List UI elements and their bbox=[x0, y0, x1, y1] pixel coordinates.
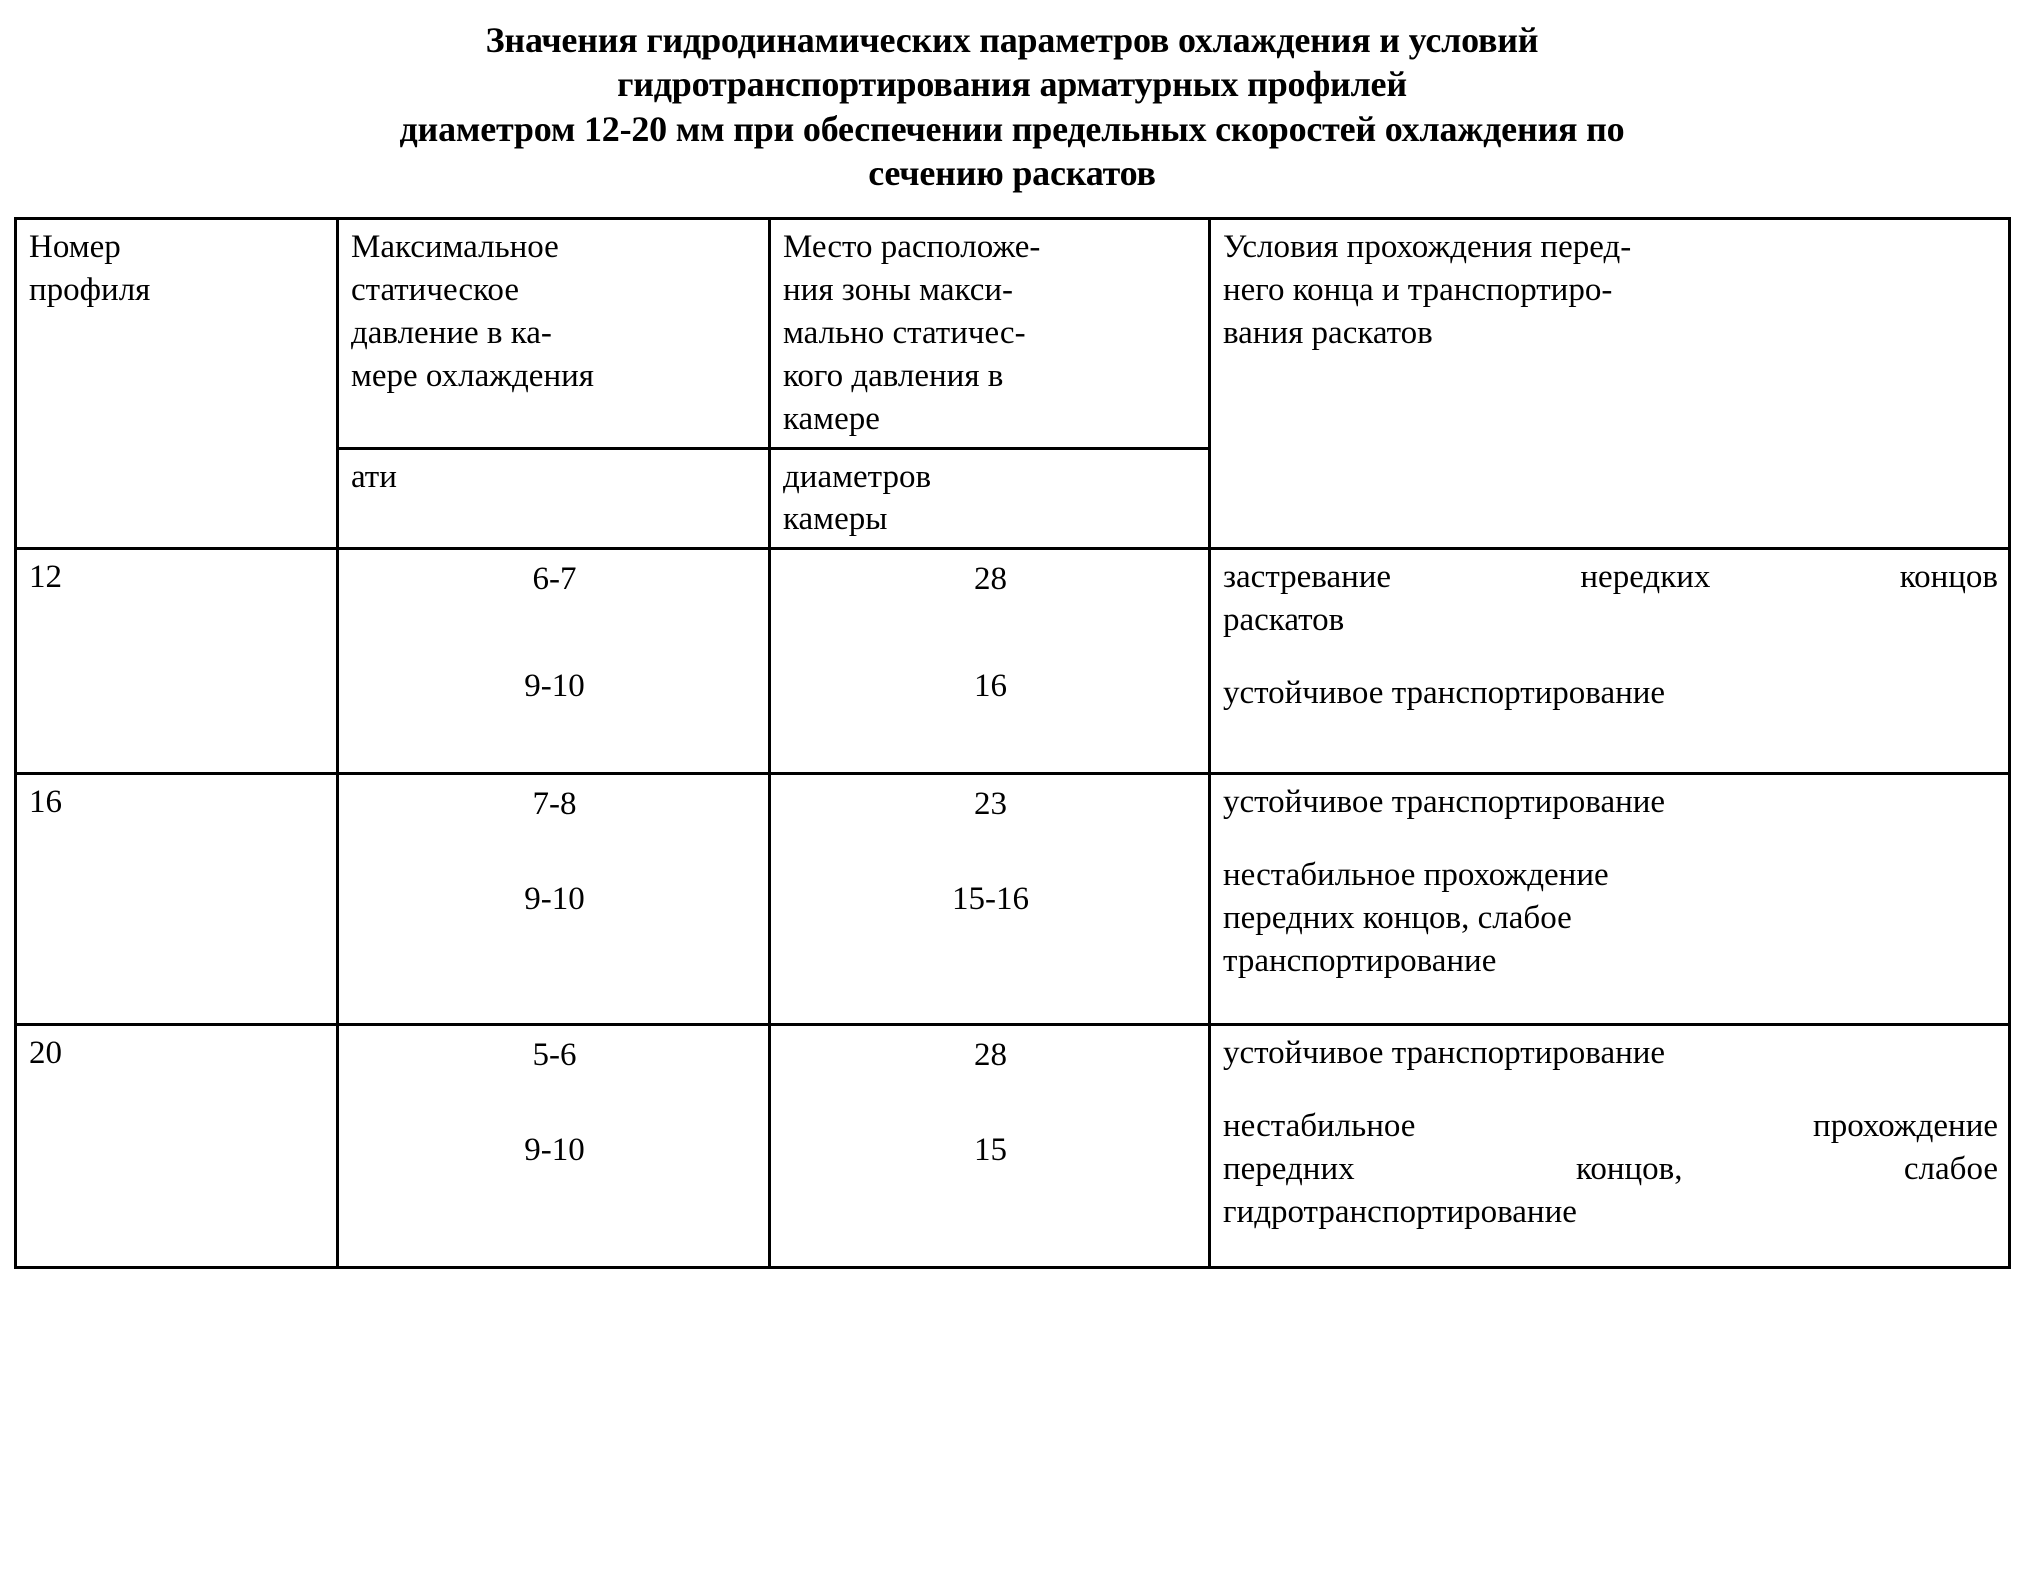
header-passage-conditions-line-3: вания раскатов bbox=[1223, 312, 1998, 355]
header-zone-location-line-5: камере bbox=[783, 398, 1198, 441]
row-pressure-bottom: 9-10 bbox=[351, 665, 758, 708]
row-place-gap bbox=[783, 601, 1198, 665]
header-passage-conditions-line-1: Условия прохождения перед- bbox=[1223, 226, 1998, 269]
row-pressure-top: 7-8 bbox=[351, 781, 758, 826]
row-pressure-bottom: 9-10 bbox=[351, 1129, 758, 1172]
row-place: 28 15 bbox=[770, 1025, 1210, 1268]
row-pressure-gap bbox=[351, 601, 758, 665]
row-place-top: 28 bbox=[783, 1032, 1198, 1077]
parameters-table: Номер профиля Максимальное статическое д… bbox=[14, 217, 2011, 1269]
row-profile-number: 12 bbox=[16, 549, 338, 774]
table-container: Номер профиля Максимальное статическое д… bbox=[14, 217, 2010, 1269]
table-row: 12 6-7 9-10 28 16 застревание нередких к… bbox=[16, 549, 2010, 774]
header-zone-location-line-4: кого давления в bbox=[783, 355, 1198, 398]
row-condition-bottom-line-3: транспортирование bbox=[1223, 940, 1998, 983]
row-condition-top-line-1: застревание нередких концов bbox=[1223, 556, 1998, 599]
row-condition-top-line-1: устойчивое транспортирование bbox=[1223, 1032, 1998, 1075]
row-condition: устойчивое транспортирование нестабильно… bbox=[1210, 1025, 2010, 1268]
document-page: Значения гидродинамических параметров ох… bbox=[0, 0, 2024, 1580]
row-place-bottom: 16 bbox=[783, 665, 1198, 708]
header-profile-number: Номер профиля bbox=[16, 219, 338, 549]
row-place-top: 28 bbox=[783, 556, 1198, 601]
page-title: Значения гидродинамических параметров ох… bbox=[0, 0, 2024, 195]
row-pressure: 7-8 9-10 bbox=[338, 774, 770, 1025]
row-place-top: 23 bbox=[783, 781, 1198, 826]
header-unit-chamber-diameters-line-2: камеры bbox=[783, 498, 1198, 541]
row-condition-gap bbox=[1223, 642, 1998, 672]
row-pressure-top: 5-6 bbox=[351, 1032, 758, 1077]
row-condition-bottom-line-1: нестабильное прохождение bbox=[1223, 1105, 1998, 1148]
title-line-3: диаметром 12-20 мм при обеспечении преде… bbox=[24, 107, 2000, 151]
header-max-pressure-line-1: Максимальное bbox=[351, 226, 758, 269]
row-place-gap bbox=[783, 826, 1198, 878]
row-condition-top-line-2: раскатов bbox=[1223, 599, 1998, 642]
row-condition: устойчивое транспортирование нестабильно… bbox=[1210, 774, 2010, 1025]
row-place: 23 15-16 bbox=[770, 774, 1210, 1025]
row-pressure-gap bbox=[351, 1077, 758, 1129]
header-max-pressure-line-2: статическое bbox=[351, 269, 758, 312]
row-condition-gap bbox=[1223, 824, 1998, 854]
title-line-4: сечению раскатов bbox=[24, 151, 2000, 195]
header-zone-location-line-3: мально статичес- bbox=[783, 312, 1198, 355]
header-max-pressure-line-3: давление в ка- bbox=[351, 312, 758, 355]
row-pressure-gap bbox=[351, 826, 758, 878]
header-unit-ati: ати bbox=[338, 448, 770, 549]
header-passage-conditions: Условия прохождения перед- него конца и … bbox=[1210, 219, 2010, 549]
header-unit-chamber-diameters: диаметров камеры bbox=[770, 448, 1210, 549]
row-condition-top-line-1: устойчивое транспортирование bbox=[1223, 781, 1998, 824]
header-passage-conditions-line-2: него конца и транспортиро- bbox=[1223, 269, 1998, 312]
row-condition-bottom-line-3: гидротранспортирование bbox=[1223, 1191, 1998, 1234]
row-condition-bottom-line-1: нестабильное прохождение bbox=[1223, 854, 1998, 897]
header-zone-location: Место расположе- ния зоны макси- мально … bbox=[770, 219, 1210, 448]
row-place: 28 16 bbox=[770, 549, 1210, 774]
header-max-pressure: Максимальное статическое давление в ка- … bbox=[338, 219, 770, 448]
row-pressure-top: 6-7 bbox=[351, 556, 758, 601]
row-pressure: 5-6 9-10 bbox=[338, 1025, 770, 1268]
row-condition: застревание нередких концов раскатов уст… bbox=[1210, 549, 2010, 774]
row-pressure-bottom: 9-10 bbox=[351, 878, 758, 921]
row-place-gap bbox=[783, 1077, 1198, 1129]
row-condition-bottom-line-1: устойчивое транспортирование bbox=[1223, 672, 1998, 715]
header-unit-chamber-diameters-line-1: диаметров bbox=[783, 456, 1198, 499]
row-profile-number: 20 bbox=[16, 1025, 338, 1268]
row-condition-gap bbox=[1223, 1075, 1998, 1105]
table-header-row: Номер профиля Максимальное статическое д… bbox=[16, 219, 2010, 448]
row-condition-bottom-line-2: передних концов, слабое bbox=[1223, 1148, 1998, 1191]
table-row: 20 5-6 9-10 28 15 устойчивое транспортир… bbox=[16, 1025, 2010, 1268]
header-zone-location-line-1: Место расположе- bbox=[783, 226, 1198, 269]
row-place-bottom: 15 bbox=[783, 1129, 1198, 1172]
table-row: 16 7-8 9-10 23 15-16 устойчивое транспор… bbox=[16, 774, 2010, 1025]
title-line-1: Значения гидродинамических параметров ох… bbox=[24, 18, 2000, 62]
row-profile-number: 16 bbox=[16, 774, 338, 1025]
header-max-pressure-line-4: мере охлаждения bbox=[351, 355, 758, 398]
title-line-2: гидротранспортирования арматурных профил… bbox=[24, 62, 2000, 106]
row-pressure: 6-7 9-10 bbox=[338, 549, 770, 774]
header-profile-number-line-2: профиля bbox=[29, 269, 326, 312]
header-profile-number-line-1: Номер bbox=[29, 226, 326, 269]
header-zone-location-line-2: ния зоны макси- bbox=[783, 269, 1198, 312]
row-place-bottom: 15-16 bbox=[783, 878, 1198, 921]
header-unit-ati-text: ати bbox=[351, 456, 758, 499]
row-condition-bottom-line-2: передних концов, слабое bbox=[1223, 897, 1998, 940]
